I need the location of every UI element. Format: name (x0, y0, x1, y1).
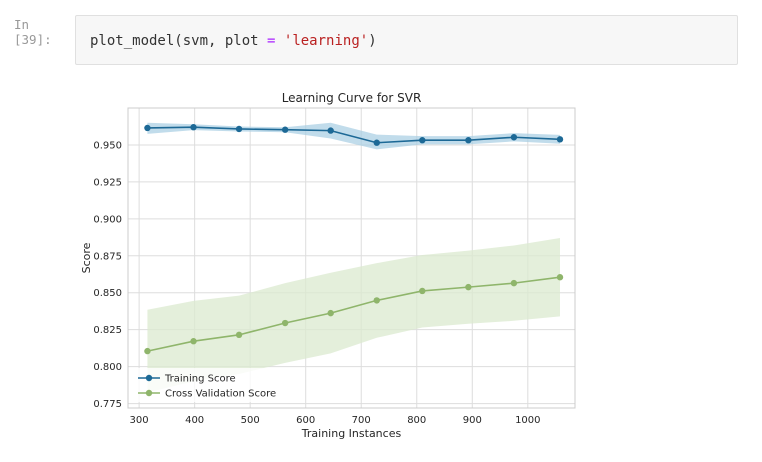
plot-frame (127, 107, 576, 409)
x-axis-label: Training Instances (301, 427, 402, 440)
code-args-close: ) (368, 33, 377, 49)
code-args-open: (svm, plot (174, 33, 268, 49)
data-point (510, 279, 518, 287)
code-string: 'learning' (283, 33, 369, 49)
x-tick-label: 900 (463, 415, 482, 426)
data-point (510, 134, 518, 141)
grid-lines (128, 108, 575, 408)
code-operator: = (267, 33, 276, 49)
data-point (556, 274, 564, 281)
x-tick-label: 500 (241, 415, 260, 426)
series-line (147, 126, 561, 144)
data-point (373, 297, 380, 304)
cell-prompt: In [39]: (14, 17, 52, 47)
data-point (144, 124, 151, 132)
y-tick-label: 0.875 (93, 251, 122, 262)
data-point (419, 137, 426, 144)
code-cell-input[interactable]: plot_model(svm, plot = 'learning') (75, 15, 738, 65)
data-point (373, 139, 380, 146)
data-point (144, 347, 151, 355)
y-tick-label: 0.800 (93, 362, 122, 373)
data-point (327, 127, 334, 134)
legend-swatch-marker (145, 389, 153, 397)
series-lines (147, 126, 561, 352)
data-point (190, 338, 197, 345)
x-tick-label: 600 (296, 415, 315, 426)
series-line (147, 276, 561, 352)
x-tick-label: 1000 (515, 415, 540, 426)
code-function: plot_model (90, 33, 175, 49)
x-tick-label: 700 (352, 415, 371, 426)
legend-label: Cross Validation Score (165, 389, 276, 400)
data-point (235, 331, 243, 339)
x-tick-label: 300 (130, 415, 149, 426)
y-tick-label: 0.900 (93, 214, 122, 225)
data-point (327, 309, 334, 317)
y-tick-label: 0.925 (93, 177, 122, 188)
y-tick-label: 0.825 (93, 325, 122, 336)
data-point (419, 287, 426, 295)
legend-label: Training Score (164, 374, 236, 385)
data-point (235, 125, 243, 133)
x-tick-label: 400 (185, 415, 204, 426)
data-point (556, 136, 564, 143)
data-point (465, 283, 472, 291)
legend-background (132, 368, 272, 402)
data-point (190, 124, 197, 131)
axis-ticks: 300 400 500 600 700 800 900 1000 0.775 0.800 0.825… (93, 140, 540, 426)
chart-title: Learning Curve for SVR (282, 91, 422, 105)
y-tick-label: 0.775 (93, 399, 122, 410)
series-band (147, 238, 561, 393)
y-axis-label: Score (80, 242, 93, 273)
data-point (281, 126, 289, 133)
series-points (144, 124, 564, 355)
x-tick-label: 800 (407, 415, 426, 426)
confidence-bands (147, 122, 561, 393)
code-line[interactable]: plot_model(svm, plot = 'learning') (90, 33, 377, 49)
data-point (465, 137, 472, 144)
legend-swatch-marker (145, 374, 153, 382)
data-point (281, 319, 289, 327)
chart-legend: Training Score Cross Validation Score (132, 368, 276, 402)
y-tick-label: 0.950 (93, 140, 122, 151)
y-tick-label: 0.850 (93, 288, 122, 299)
